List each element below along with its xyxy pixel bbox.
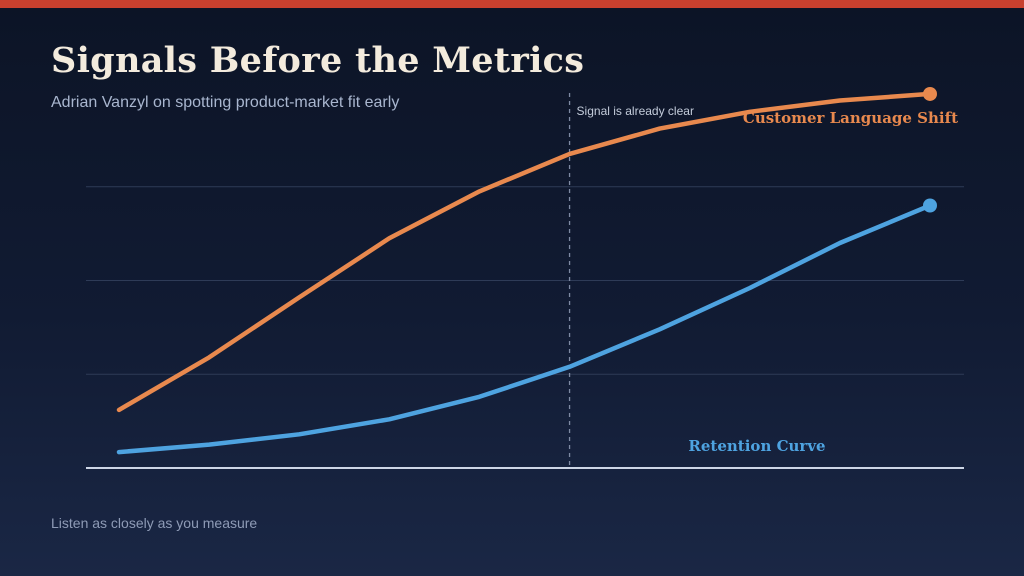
series-endpoint-2	[923, 198, 937, 213]
annotation-layer: Signal is already clear	[568, 93, 694, 468]
series-label-1: Customer Language Shift	[743, 109, 958, 127]
series-line-1	[116, 91, 933, 413]
series-line-2	[116, 203, 933, 455]
series-label-2: Retention Curve	[688, 437, 825, 455]
page-subtitle: Adrian Vanzyl on spotting product-market…	[51, 94, 400, 111]
page-title: Signals Before the Metrics	[51, 40, 585, 81]
page-footer: Listen as closely as you measure	[51, 515, 258, 531]
grid	[86, 186, 964, 469]
series-endpoint-1	[923, 86, 937, 101]
accent-bar	[0, 0, 1024, 8]
series-layer: Customer Language Shift Retention Curve	[116, 86, 958, 455]
annotation-label: Signal is already clear	[577, 104, 694, 118]
